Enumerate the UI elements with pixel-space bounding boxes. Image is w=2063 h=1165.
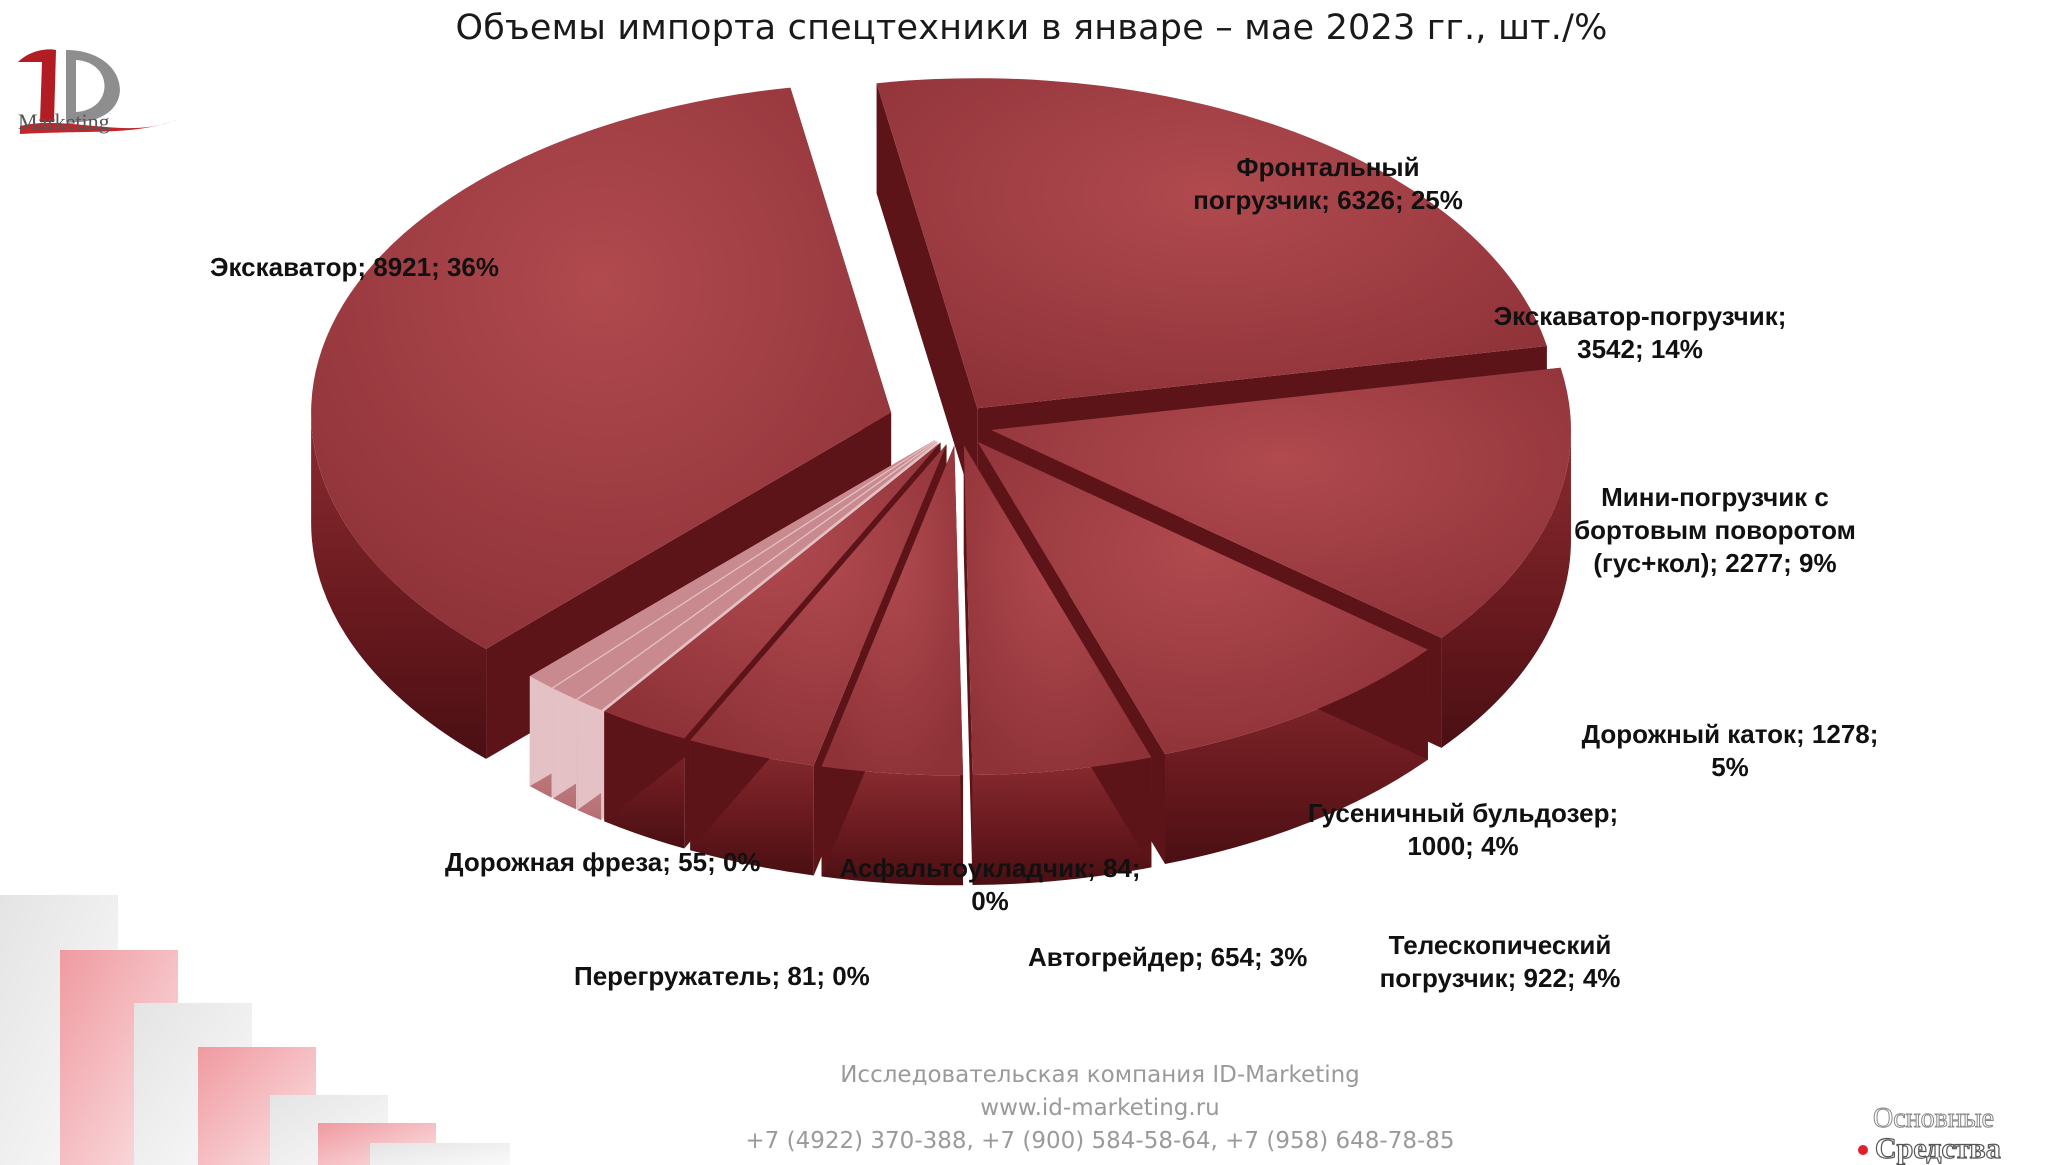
logo-swoosh [20,118,180,134]
svg-text:Основные: Основные [1873,1103,1994,1134]
slice-label-asphalt-paver: Асфальтоукладчик; 84; 0% [839,853,1141,916]
slice-top [990,367,1571,638]
footer-phones: +7 (4922) 370-388, +7 (900) 584-58-64, +… [745,1128,1455,1154]
slice-top [311,87,892,649]
slice-label-road-roller: Дорожный каток; 1278; 5% [1581,719,1879,782]
slice-top [529,439,935,688]
slice-label-skid-steer: Мини-погрузчик с бортовым поворотом (гус… [1574,482,1856,578]
slice-side [311,412,487,759]
slice-top [577,441,938,711]
logo-letter-d [66,50,120,122]
slice-label-motor-grader: Автогрейдер; 654; 3% [1028,942,1308,972]
svg-text:Средства: Средства [1875,1132,2001,1165]
slice-дорожный-каток [963,445,1152,886]
slice-side [821,766,964,886]
slice-label-front-loader: Фронтальный погрузчик; 6326; 25% [1193,152,1463,215]
logo-text: Marketing [18,109,110,134]
slice-side [1441,429,1571,748]
slice-label-excavator: Экскаватор; 8921; 36% [210,252,499,282]
footer-company: Исследовательская компания ID-Marketing [840,1062,1360,1088]
pie-slices [311,78,1571,886]
slice-top [553,440,937,700]
slice-label-transloader: Перегружатель; 81; 0% [574,961,870,991]
slice-top [977,441,1428,754]
logo-letter-i [18,49,56,123]
slice-label-telehandler: Телескопический погрузчик; 922; 4% [1379,930,1621,993]
slice-top [690,444,947,766]
slice-cut-face [963,445,973,886]
decorative-steps [0,895,510,1165]
slice-top [821,445,964,776]
slice-label-crawler-dozer: Гусеничный бульдозер; 1000; 4% [1307,798,1619,861]
slice-cut-face [876,83,978,519]
slice-label-backhoe-loader: Экскаватор-погрузчик; 3542; 14% [1493,301,1787,364]
osnovnye-sredstva-logo: Основные Средства [1858,1103,2001,1165]
slice-top [876,78,1547,409]
slice-top [604,442,941,739]
slice-label-road-milling: Дорожная фреза; 55; 0% [445,847,761,877]
slice-гусеничный-бульдозер [821,445,964,886]
footer-site: www.id-marketing.ru [980,1095,1220,1121]
id-marketing-logo: Marketing [18,49,180,134]
slice-top [963,445,1152,776]
chart-title: Объемы импорта спецтехники в январе – ма… [455,8,1608,48]
